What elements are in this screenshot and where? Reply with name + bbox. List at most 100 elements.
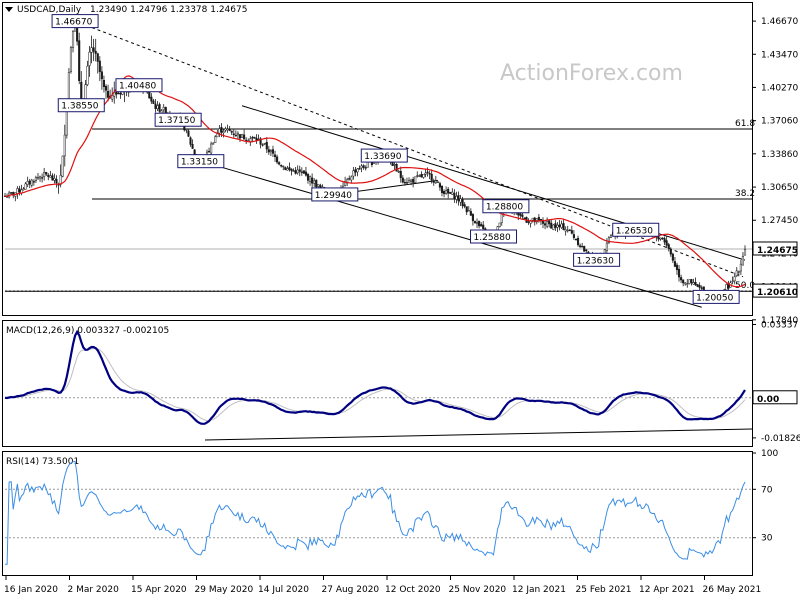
pivot-label-box bbox=[154, 112, 202, 127]
candle-body bbox=[88, 51, 91, 66]
candle-body bbox=[698, 285, 701, 288]
candle-body bbox=[100, 71, 103, 80]
candle-body bbox=[236, 133, 239, 136]
x-tick-label: 12 Apr 2021 bbox=[639, 585, 695, 595]
candle-body bbox=[78, 40, 81, 81]
candle-body bbox=[467, 210, 470, 212]
lower-channel-line bbox=[200, 160, 702, 308]
candle-body bbox=[208, 150, 211, 153]
candle-body bbox=[537, 217, 540, 221]
candle-body bbox=[356, 168, 359, 173]
candle-body bbox=[96, 53, 99, 62]
candle-body bbox=[581, 246, 584, 248]
price-tick-label: 1.46670 bbox=[761, 17, 798, 27]
pivot-label-box bbox=[470, 229, 518, 244]
candle-body bbox=[478, 220, 481, 227]
candle-body bbox=[317, 183, 320, 187]
candle-body bbox=[449, 191, 452, 194]
candle-body bbox=[366, 161, 369, 168]
pivot-label: 1.25880 bbox=[474, 233, 511, 243]
candle-body bbox=[739, 263, 742, 272]
candle-body bbox=[430, 173, 433, 181]
pivot-label: 1.37150 bbox=[158, 116, 195, 126]
candle-body bbox=[434, 180, 437, 184]
candle-body bbox=[475, 222, 479, 225]
candle-body bbox=[412, 179, 415, 183]
candle-body bbox=[92, 47, 95, 52]
candle-body bbox=[564, 229, 567, 232]
candle-body bbox=[576, 238, 580, 246]
candle-body bbox=[185, 129, 188, 131]
candle-body bbox=[570, 230, 573, 234]
candle-body bbox=[86, 65, 89, 85]
pivot-label-box bbox=[115, 78, 163, 93]
candle-body bbox=[28, 180, 31, 185]
candle-body bbox=[298, 169, 301, 172]
price-tick-label: 1.30650 bbox=[761, 183, 798, 193]
candle-body bbox=[306, 174, 310, 181]
candle-body bbox=[273, 154, 277, 158]
candle-body bbox=[292, 170, 295, 172]
candle-body bbox=[568, 229, 571, 231]
rsi-axis: 100 70 30 bbox=[5, 449, 778, 544]
candle-body bbox=[191, 144, 194, 149]
candle-body bbox=[243, 134, 246, 140]
candle-body bbox=[319, 185, 322, 188]
price-tick-label: 1.27450 bbox=[761, 216, 798, 226]
candle-body bbox=[735, 270, 738, 277]
candle-body bbox=[667, 244, 670, 249]
candle-body bbox=[267, 149, 270, 153]
candle-body bbox=[661, 237, 664, 239]
candle-body bbox=[554, 223, 557, 229]
pivot-label-box bbox=[57, 98, 105, 113]
candle-body bbox=[148, 91, 151, 99]
support-price-tag-box bbox=[752, 283, 798, 298]
candle-body bbox=[682, 279, 685, 284]
candle-body bbox=[566, 229, 569, 232]
macd-tick-label: 0.03337 bbox=[761, 320, 798, 330]
rsi-tick-label: 100 bbox=[761, 449, 778, 459]
candle-body bbox=[403, 182, 406, 184]
candle-body bbox=[294, 170, 297, 174]
candle-body bbox=[107, 91, 110, 98]
candle-body bbox=[302, 170, 305, 174]
dropdown-arrow-icon[interactable] bbox=[5, 7, 13, 12]
candle-body bbox=[680, 277, 683, 281]
candle-body bbox=[226, 128, 229, 131]
candle-body bbox=[521, 214, 524, 217]
candle-body bbox=[558, 224, 561, 227]
candle-body bbox=[447, 188, 450, 194]
candle-body bbox=[609, 235, 613, 238]
price-labels: 1.46670 1.38550 1.40480 1.37150 1.33150 1.299… bbox=[51, 14, 740, 304]
candle-body bbox=[659, 237, 662, 240]
candle-body bbox=[440, 185, 444, 194]
candle-body bbox=[278, 162, 281, 165]
price-tags: 1.24675 1.20610 bbox=[752, 241, 798, 298]
candle-body bbox=[395, 164, 398, 172]
support-price-tag: 1.20610 bbox=[757, 288, 798, 298]
candle-body bbox=[61, 155, 64, 177]
candle-body bbox=[218, 128, 221, 134]
candle-body bbox=[457, 195, 460, 202]
candle-body bbox=[544, 223, 547, 226]
candle-body bbox=[665, 240, 668, 246]
candle-body bbox=[428, 173, 431, 175]
candle-body bbox=[498, 222, 501, 227]
rsi-line bbox=[5, 460, 746, 565]
candle-body bbox=[401, 177, 404, 183]
macd-value-tag: 0.00 bbox=[757, 395, 779, 405]
candle-body bbox=[232, 133, 235, 135]
pivot-label-box bbox=[482, 199, 530, 214]
candle-body bbox=[579, 245, 582, 247]
candle-body bbox=[362, 165, 365, 168]
candle-body bbox=[694, 281, 697, 286]
candle-body bbox=[420, 174, 423, 178]
candle-body bbox=[443, 191, 446, 194]
candle-body bbox=[426, 171, 429, 174]
candle-body bbox=[686, 283, 689, 285]
chart-ohlc: 1.23490 1.24796 1.23378 1.24675 bbox=[90, 5, 247, 15]
candle-body bbox=[445, 190, 448, 194]
macd-line bbox=[4, 329, 746, 425]
candle-body bbox=[18, 188, 21, 193]
